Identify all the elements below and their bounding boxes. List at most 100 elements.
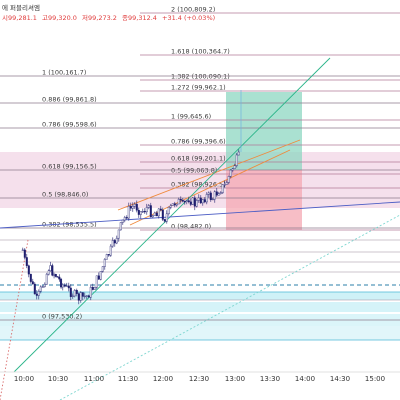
- ohlc-close: 종99,312.4: [122, 14, 157, 22]
- candle-body: [169, 205, 172, 208]
- profit-zone[interactable]: [226, 92, 302, 170]
- fib-lower-label: 0.886 (99,861.8): [42, 96, 97, 104]
- candle-body: [217, 193, 220, 196]
- candle-body: [121, 219, 124, 223]
- candle-body: [75, 290, 78, 294]
- x-tick-label: 10:00: [14, 375, 34, 383]
- fib-lower-label: 0.618 (99,156.5): [42, 163, 97, 171]
- candle-body: [81, 292, 84, 297]
- fib-upper-label: 0.786 (99,396.6): [171, 138, 226, 146]
- candle-body: [189, 201, 192, 205]
- trend-line-blue: [0, 201, 400, 229]
- candle-body: [139, 211, 142, 215]
- candle-body: [69, 287, 72, 297]
- candle-body: [129, 206, 132, 209]
- candle-body: [233, 165, 236, 169]
- candle-body: [127, 206, 130, 219]
- candle-body: [111, 240, 114, 247]
- candle-body: [63, 284, 66, 287]
- candle-body: [191, 197, 194, 205]
- candle-body: [183, 201, 186, 203]
- x-tick-label: 14:30: [330, 375, 350, 383]
- candle-body: [85, 295, 88, 297]
- ohlc-header: 시99,281.1 고99,320.0 저99,273.2 종99,312.4 …: [2, 3, 215, 22]
- candle-body: [151, 215, 154, 218]
- candle-body: [97, 275, 100, 280]
- candle-body: [165, 213, 168, 222]
- candle-body: [43, 283, 46, 287]
- candle-body: [203, 199, 206, 203]
- candle-body: [199, 197, 202, 204]
- candle-body: [21, 249, 24, 251]
- candle-body: [145, 207, 148, 213]
- candle-body: [131, 206, 134, 209]
- ohlc-open: 시99,281.1: [2, 14, 37, 22]
- x-tick-label: 12:30: [189, 375, 209, 383]
- candle-body: [107, 254, 110, 256]
- candle-body: [205, 194, 208, 203]
- candle-body: [99, 271, 102, 280]
- candle-body: [25, 257, 28, 266]
- candle-body: [161, 209, 164, 220]
- candle-body: [219, 192, 222, 194]
- x-axis-ticks: 10:00 10:30 11:00 11:30 12:00 12:30 13:00 13:30…: [14, 375, 385, 383]
- candle-body: [77, 293, 80, 301]
- candle-body: [29, 273, 32, 282]
- candle-body: [201, 199, 204, 204]
- candle-body: [195, 200, 198, 207]
- candle-body: [93, 287, 96, 290]
- candle-body: [58, 276, 61, 280]
- x-tick-label: 15:00: [365, 375, 385, 383]
- loss-zone[interactable]: [226, 170, 302, 230]
- candle-body: [105, 254, 108, 260]
- candle-body: [231, 168, 234, 171]
- price-candles: [21, 90, 242, 305]
- candle-body: [109, 245, 112, 256]
- x-tick-label: 12:00: [153, 375, 173, 383]
- fib-lower-band: [0, 302, 400, 312]
- fib-upper-label: 0 (98,482.0): [171, 223, 211, 231]
- candle-body: [215, 191, 218, 196]
- candle-body: [223, 184, 226, 186]
- candle-body: [33, 283, 36, 295]
- candle-body: [225, 182, 228, 185]
- fib-upper-label: 0.618 (99,201.1): [171, 155, 226, 163]
- candle-body: [56, 276, 59, 278]
- candle-body: [54, 274, 57, 277]
- ohlc-high: 고99,320.0: [42, 14, 77, 22]
- candle-body: [35, 293, 38, 296]
- candle-body: [179, 199, 182, 201]
- ohlc-low: 저99,273.2: [82, 13, 117, 22]
- candle-body: [159, 208, 162, 211]
- candle-body: [173, 203, 176, 206]
- x-tick-label: 11:30: [118, 375, 138, 383]
- candle-body: [95, 275, 98, 288]
- candle-body: [229, 169, 232, 177]
- candle-body: [157, 208, 160, 217]
- chart-title-fragment: 에 퍼블리셔엠: [2, 3, 40, 12]
- candle-body: [73, 290, 76, 297]
- candle-body: [209, 192, 212, 200]
- candle-body: [87, 295, 90, 298]
- candle-body: [153, 212, 156, 216]
- candle-body: [103, 259, 106, 267]
- candle-body: [143, 211, 146, 213]
- trend-line-green: [13, 57, 331, 373]
- candle-body: [79, 292, 82, 301]
- fib-lower-label: 0.786 (99,598.6): [42, 121, 97, 129]
- candle-body: [49, 265, 52, 271]
- candle-body: [221, 184, 224, 193]
- candle-body: [163, 219, 166, 222]
- fib-levels[interactable]: 2 (100,809.2) 1.618 (100,364.7) 1.382 (100…: [0, 6, 400, 321]
- candle-body: [187, 200, 190, 203]
- fib-lower-label: 1 (100,161.7): [42, 69, 86, 77]
- candle-body: [41, 286, 44, 288]
- candle-body: [27, 265, 30, 275]
- candle-body: [147, 205, 150, 208]
- x-tick-label: 13:00: [225, 375, 245, 383]
- candle-body: [213, 191, 216, 200]
- fib-upper-label: 2 (100,809.2): [171, 6, 215, 14]
- candle-body: [149, 205, 152, 218]
- candle-body: [125, 217, 128, 219]
